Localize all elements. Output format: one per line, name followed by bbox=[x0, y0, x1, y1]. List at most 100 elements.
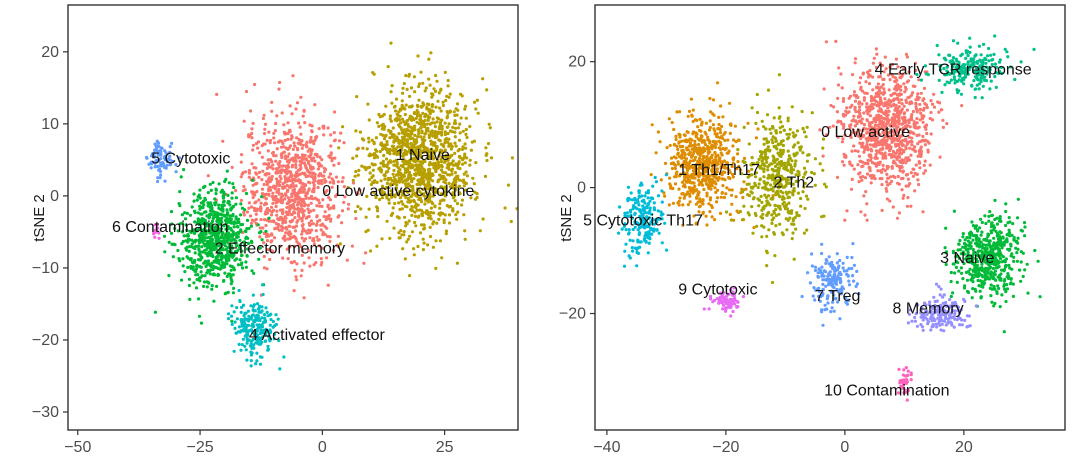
data-point bbox=[393, 118, 397, 122]
data-point bbox=[226, 193, 230, 197]
data-point bbox=[397, 138, 401, 143]
data-point bbox=[317, 238, 321, 242]
data-point bbox=[736, 152, 740, 156]
data-point bbox=[408, 105, 412, 109]
data-point bbox=[881, 163, 885, 167]
data-point bbox=[281, 256, 285, 260]
data-point bbox=[849, 187, 854, 191]
data-point bbox=[457, 160, 461, 164]
data-point bbox=[453, 141, 457, 145]
data-point bbox=[417, 98, 421, 102]
data-point bbox=[715, 200, 719, 204]
data-point bbox=[322, 174, 326, 178]
data-point bbox=[916, 178, 920, 182]
data-point bbox=[405, 240, 409, 244]
data-point bbox=[893, 91, 897, 96]
data-point bbox=[317, 127, 321, 131]
data-point bbox=[249, 350, 253, 354]
data-point bbox=[413, 124, 417, 128]
data-point bbox=[824, 40, 829, 44]
data-point bbox=[198, 188, 202, 192]
data-point bbox=[694, 202, 698, 206]
data-point bbox=[877, 113, 881, 117]
data-point bbox=[408, 234, 412, 238]
data-point bbox=[300, 207, 304, 211]
data-point bbox=[309, 201, 313, 205]
data-point bbox=[279, 196, 283, 200]
data-point bbox=[198, 279, 202, 283]
data-point bbox=[742, 180, 746, 184]
data-point bbox=[250, 269, 254, 273]
y-tick-label: −10 bbox=[32, 260, 59, 277]
data-point bbox=[319, 257, 323, 261]
data-point bbox=[270, 233, 274, 237]
data-point bbox=[288, 244, 292, 248]
data-point bbox=[427, 77, 431, 81]
data-point bbox=[436, 160, 441, 164]
data-point bbox=[771, 126, 775, 130]
data-point bbox=[460, 203, 464, 207]
data-point bbox=[461, 158, 465, 162]
data-point bbox=[360, 164, 364, 168]
data-point bbox=[254, 362, 258, 366]
data-point bbox=[254, 212, 258, 216]
data-point bbox=[438, 139, 442, 143]
data-point bbox=[184, 246, 188, 250]
data-point bbox=[292, 187, 297, 192]
data-point bbox=[694, 188, 699, 192]
data-point bbox=[835, 175, 840, 179]
data-point bbox=[197, 238, 201, 242]
data-point bbox=[853, 61, 857, 65]
data-point bbox=[443, 181, 448, 185]
data-point bbox=[278, 160, 282, 164]
data-point bbox=[804, 194, 809, 198]
data-point bbox=[395, 159, 399, 163]
data-point bbox=[409, 125, 413, 129]
data-point bbox=[167, 240, 171, 244]
data-point bbox=[391, 172, 395, 176]
data-point bbox=[250, 162, 254, 166]
data-point bbox=[260, 187, 265, 191]
data-point bbox=[778, 130, 783, 134]
data-point bbox=[938, 155, 942, 159]
data-point bbox=[859, 76, 863, 80]
data-point bbox=[883, 151, 887, 155]
data-point bbox=[909, 115, 914, 120]
data-point bbox=[905, 204, 910, 208]
data-point bbox=[439, 142, 444, 146]
data-point bbox=[390, 101, 394, 105]
data-point bbox=[406, 122, 410, 126]
data-point bbox=[421, 139, 425, 143]
data-point bbox=[255, 351, 259, 355]
data-point bbox=[221, 139, 225, 143]
data-point bbox=[821, 154, 825, 158]
data-point bbox=[367, 207, 371, 211]
data-point bbox=[875, 86, 879, 90]
data-point bbox=[291, 163, 295, 167]
data-point bbox=[189, 257, 193, 261]
data-point bbox=[425, 107, 429, 111]
data-point bbox=[405, 205, 409, 209]
data-point bbox=[403, 134, 407, 139]
data-point bbox=[441, 100, 445, 104]
data-point bbox=[670, 161, 674, 165]
data-point bbox=[197, 314, 202, 318]
data-point bbox=[278, 244, 282, 248]
data-point bbox=[328, 235, 332, 239]
data-point bbox=[309, 219, 313, 223]
data-point bbox=[408, 114, 412, 118]
data-point bbox=[406, 237, 410, 241]
data-point bbox=[924, 123, 929, 127]
data-point bbox=[332, 163, 336, 167]
data-point bbox=[435, 79, 439, 83]
data-point bbox=[395, 183, 399, 187]
data-point bbox=[700, 139, 705, 143]
data-point bbox=[461, 129, 465, 133]
data-point bbox=[431, 211, 436, 215]
data-point bbox=[440, 127, 444, 131]
data-point bbox=[227, 255, 231, 259]
y-tick-label: −30 bbox=[32, 404, 59, 421]
data-point bbox=[410, 194, 414, 198]
data-point bbox=[458, 122, 462, 126]
data-point bbox=[340, 221, 344, 225]
